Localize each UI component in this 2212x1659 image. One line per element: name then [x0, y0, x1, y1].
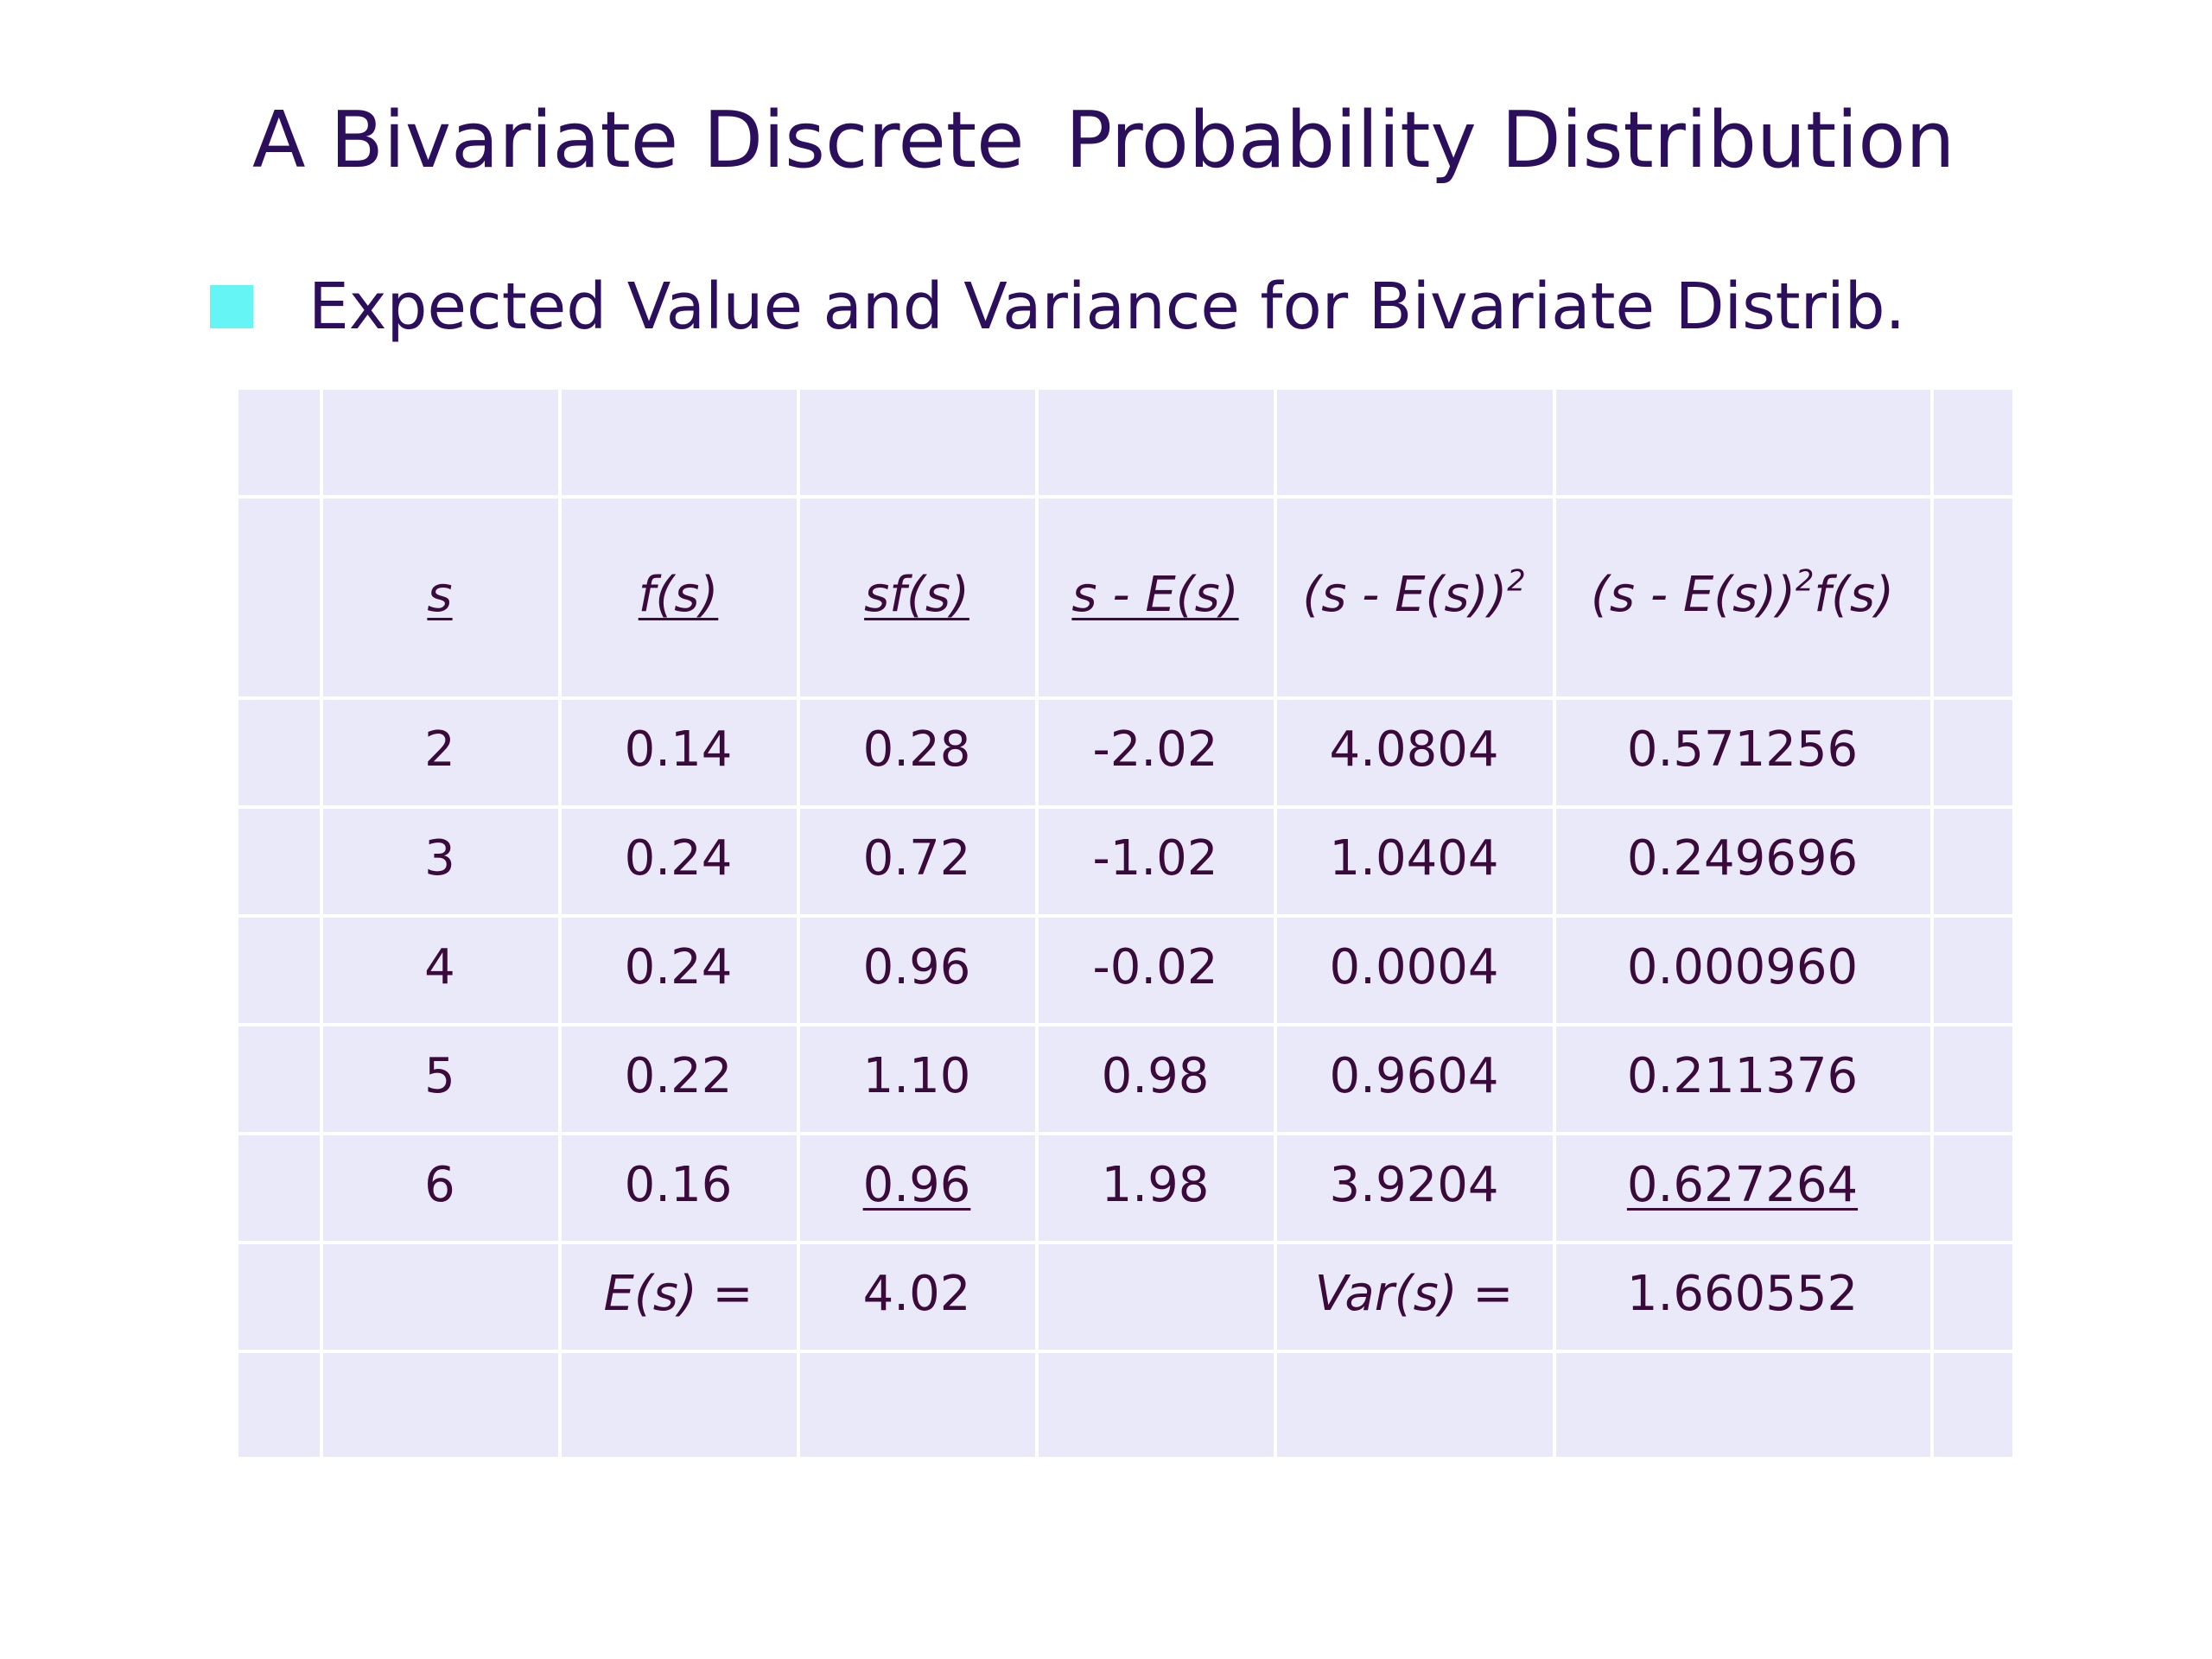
header-fs: f(s): [638, 567, 719, 623]
cell-deviation: -1.02: [1092, 830, 1218, 887]
cell-squared-deviation: 4.0804: [1329, 721, 1499, 778]
header-weighted-base: (s - E(s)): [1591, 567, 1796, 623]
cell-squared-deviation: 0.9604: [1329, 1048, 1499, 1104]
variance-value: 1.660552: [1626, 1266, 1859, 1322]
cell-deviation: 0.98: [1101, 1048, 1210, 1104]
cell-deviation: -0.02: [1092, 939, 1218, 995]
header-weighted-squared-deviation: (s - E(s))2f(s): [1554, 566, 1930, 623]
cell-sfs: 0.96: [862, 939, 971, 995]
header-squared-deviation-base: (s - E(s)): [1302, 567, 1508, 623]
cell-fs: 0.24: [624, 939, 733, 995]
cell-squared-deviation: 3.9204: [1329, 1157, 1499, 1213]
variance-label: Var(s) =: [1314, 1266, 1514, 1322]
distribution-table: s f(s) sf(s) s - E(s) (s - E(s))2 (s - E…: [238, 390, 2012, 1457]
cell-s: 5: [424, 1048, 455, 1104]
cell-s: 3: [424, 830, 455, 887]
cell-squared-deviation: 0.0004: [1329, 939, 1499, 995]
cell-fs: 0.22: [624, 1048, 733, 1104]
header-squared-deviation: (s - E(s))2: [1275, 566, 1553, 623]
cell-weighted-squared-deviation: 0.000960: [1626, 939, 1859, 995]
cell-sfs: 1.10: [862, 1048, 971, 1104]
cell-deviation: 1.98: [1101, 1157, 1210, 1213]
cell-s: 2: [424, 721, 455, 778]
cell-squared-deviation: 1.0404: [1329, 830, 1499, 887]
cell-sfs: 0.96: [862, 1157, 971, 1213]
header-deviation: s - E(s): [1071, 567, 1239, 623]
cell-s: 6: [424, 1157, 455, 1213]
cell-weighted-squared-deviation: 0.211376: [1626, 1048, 1859, 1104]
cell-weighted-squared-deviation: 0.627264: [1626, 1157, 1859, 1213]
header-s: s: [427, 567, 453, 623]
header-weighted-tail: f(s): [1814, 567, 1894, 623]
bullet-square-icon: [210, 285, 253, 328]
header-weighted-exponent: 2: [1795, 563, 1815, 598]
cell-sfs: 0.28: [862, 721, 971, 778]
expected-value: 4.02: [862, 1266, 971, 1322]
title-right: Probability Distribution: [1065, 95, 1955, 186]
cell-s: 4: [424, 939, 455, 995]
expected-value-label: E(s) =: [603, 1266, 753, 1322]
title-left: A Bivariate Discrete: [252, 95, 1025, 186]
cell-fs: 0.24: [624, 830, 733, 887]
cell-weighted-squared-deviation: 0.249696: [1626, 830, 1859, 887]
cell-fs: 0.14: [624, 721, 733, 778]
cell-weighted-squared-deviation: 0.571256: [1626, 721, 1859, 778]
cell-fs: 0.16: [624, 1157, 733, 1213]
cell-deviation: -2.02: [1092, 721, 1218, 778]
subtitle: Expected Value and Variance for Bivariat…: [308, 270, 1906, 344]
header-squared-deviation-exponent: 2: [1507, 563, 1526, 598]
header-sfs: sf(s): [864, 567, 969, 623]
cell-sfs: 0.72: [862, 830, 971, 887]
